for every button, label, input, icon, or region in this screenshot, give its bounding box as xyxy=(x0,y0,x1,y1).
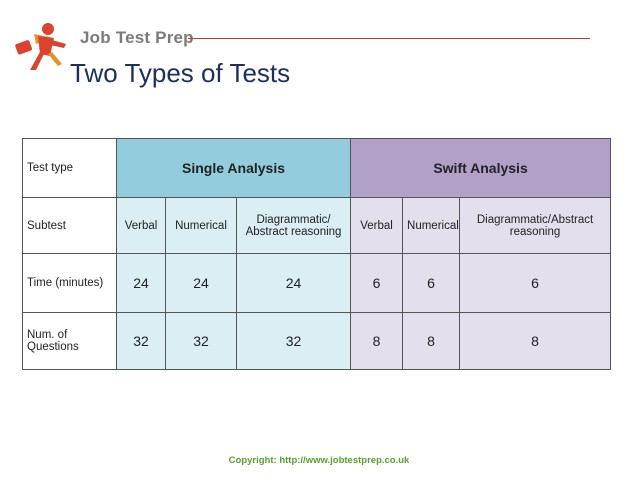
questions-swift-numerical: 8 xyxy=(402,312,461,370)
subtest-single-verbal: Verbal xyxy=(116,197,166,254)
subtest-swift-diagrammatic: Diagrammatic/Abstract reasoning xyxy=(459,197,612,254)
subtest-single-numerical: Numerical xyxy=(165,197,237,254)
row-label-time: Time (minutes) xyxy=(22,253,117,313)
time-single-verbal: 24 xyxy=(116,253,166,313)
time-swift-verbal: 6 xyxy=(350,253,404,313)
questions-single-verbal: 32 xyxy=(116,312,166,370)
running-businessman-icon xyxy=(15,23,66,70)
row-label-questions: Num. of Questions xyxy=(22,312,117,370)
brand-name: Job Test Prep xyxy=(80,28,194,47)
time-single-diagrammatic: 24 xyxy=(235,253,352,313)
copyright-text: Copyright: http://www.jobtestprep.co.uk xyxy=(228,455,410,466)
questions-single-diagrammatic: 32 xyxy=(235,312,352,370)
test-types-table: Test type Single Analysis Swift Analysis… xyxy=(22,138,612,370)
page-title: Two Types of Tests xyxy=(70,58,291,88)
questions-single-numerical: 32 xyxy=(165,312,237,370)
time-swift-diagrammatic: 6 xyxy=(459,253,612,313)
table-row-subtest: Subtest Verbal Numerical Diagrammatic/ A… xyxy=(22,197,612,254)
group-header-single: Single Analysis xyxy=(115,138,352,198)
time-swift-numerical: 6 xyxy=(402,253,461,313)
table-row-questions: Num. of Questions 32 32 32 8 8 8 xyxy=(22,312,612,370)
group-header-swift: Swift Analysis xyxy=(350,138,612,198)
questions-swift-diagrammatic: 8 xyxy=(459,312,612,370)
time-single-numerical: 24 xyxy=(165,253,237,313)
table-row-test-type: Test type Single Analysis Swift Analysis xyxy=(22,138,612,198)
table-row-time: Time (minutes) 24 24 24 6 6 6 xyxy=(22,253,612,313)
row-label-test-type: Test type xyxy=(22,138,117,198)
row-label-subtest: Subtest xyxy=(22,197,117,254)
subtest-single-diagrammatic: Diagrammatic/ Abstract reasoning xyxy=(235,197,352,254)
subtest-swift-numerical: Numerical xyxy=(402,197,461,254)
questions-swift-verbal: 8 xyxy=(350,312,404,370)
header-rule xyxy=(188,38,590,39)
subtest-swift-verbal: Verbal xyxy=(350,197,404,254)
